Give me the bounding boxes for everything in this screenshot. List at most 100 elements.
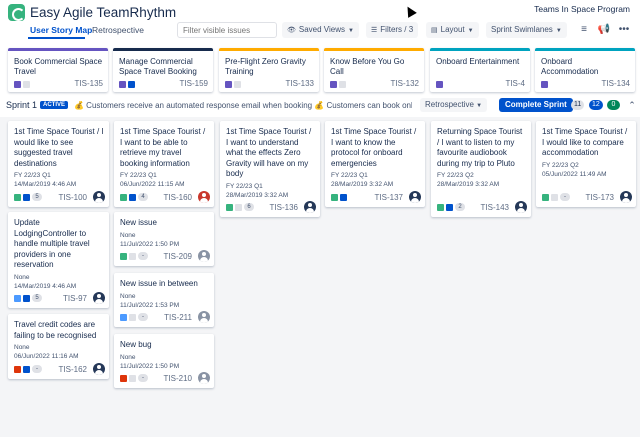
- issue-card[interactable]: Travel credit codes are failing to be re…: [8, 314, 109, 379]
- issue-fix-version: FY 22/23 Q1: [226, 182, 263, 190]
- issue-key[interactable]: TIS-162: [58, 364, 87, 374]
- issue-summary: New issue in between: [120, 279, 198, 288]
- swimlanes-button[interactable]: Sprint Swimlanes ▼: [486, 22, 567, 38]
- issue-card[interactable]: 1st Time Space Tourist / I want to under…: [220, 121, 320, 217]
- sprint-goal: 💰 Customers receive an automated respons…: [74, 101, 412, 110]
- assignee-avatar[interactable]: [409, 191, 421, 203]
- issue-card[interactable]: New issue None 11/Jul/2022 1:50 PM - TIS…: [114, 212, 214, 266]
- issue-date: 11/Jul/2022 1:50 PM: [120, 362, 180, 370]
- epic-title: Onboard Accommodation: [541, 57, 599, 76]
- bug-type-icon: [120, 374, 127, 382]
- issue-summary: New issue: [120, 218, 157, 227]
- estimate-badge: -: [138, 252, 148, 260]
- issue-key[interactable]: TIS-211: [164, 312, 192, 322]
- saved-views-label: Saved Views: [298, 25, 345, 34]
- tab-user-story-map[interactable]: User Story Map: [30, 25, 93, 35]
- epic-type-icon: [330, 81, 337, 88]
- story-map-board: 1st Time Space Tourist / I would like to…: [0, 117, 640, 437]
- sprint-header: Sprint 1 ACTIVE 💰 Customers receive an a…: [0, 97, 640, 115]
- epic-card[interactable]: Pre-Flight Zero Gravity Training TIS-133: [219, 48, 319, 92]
- assignee-avatar[interactable]: [304, 201, 316, 213]
- story-type-icon: [542, 193, 549, 201]
- more-icon[interactable]: •••: [618, 24, 630, 35]
- epic-card[interactable]: Know Before You Go Call TIS-132: [324, 48, 424, 92]
- priority-icon: [23, 294, 30, 302]
- estimate-badge: -: [560, 193, 570, 201]
- epic-card[interactable]: Onboard Accommodation TIS-134: [535, 48, 635, 92]
- retrospective-dropdown[interactable]: Retrospective ▼: [420, 98, 488, 112]
- project-name[interactable]: Teams In Space Program: [534, 4, 630, 14]
- layout-icon: ▤: [431, 27, 438, 34]
- megaphone-icon[interactable]: 📢: [597, 24, 611, 35]
- issue-key[interactable]: TIS-143: [480, 202, 509, 212]
- issue-summary: New bug: [120, 340, 152, 349]
- epic-card[interactable]: Onboard Entertainment TIS-4: [430, 48, 530, 92]
- card-footer: 5 TIS-100: [14, 191, 105, 203]
- assignee-avatar[interactable]: [198, 250, 210, 262]
- assignee-avatar[interactable]: [93, 292, 105, 304]
- card-footer: 2 TIS-143: [437, 201, 527, 213]
- issue-card[interactable]: New issue in between None 11/Jul/2022 1:…: [114, 273, 214, 327]
- issue-card[interactable]: 1st Time Space Tourist / I would like to…: [8, 121, 109, 207]
- issue-key[interactable]: TIS-137: [374, 192, 403, 202]
- estimate-badge: -: [32, 365, 42, 373]
- issue-card[interactable]: New bug None 11/Jul/2022 1:50 PM - TIS-2…: [114, 334, 214, 388]
- issue-summary: Returning Space Tourist / I want to list…: [437, 127, 523, 168]
- estimate-badge: -: [138, 313, 148, 321]
- issue-card[interactable]: 1st Time Space Tourist / I want to be ab…: [114, 121, 214, 207]
- assignee-avatar[interactable]: [515, 201, 527, 213]
- filters-button[interactable]: ☰ Filters / 3: [366, 22, 419, 38]
- issue-key[interactable]: TIS-209: [163, 251, 192, 261]
- assignee-avatar[interactable]: [93, 191, 105, 203]
- priority-icon: [446, 203, 453, 211]
- layout-button[interactable]: ▤ Layout ▼: [426, 22, 479, 38]
- issue-summary: Travel credit codes are failing to be re…: [14, 320, 97, 340]
- epic-card[interactable]: Manage Commercial Space Travel Booking T…: [113, 48, 213, 92]
- issue-key[interactable]: TIS-100: [58, 192, 87, 202]
- issue-fix-version: FY 22/23 Q2: [437, 172, 474, 179]
- saved-views-button[interactable]: 👁 Saved Views ▼: [282, 22, 359, 38]
- epic-type-icon: [14, 81, 21, 88]
- issue-key[interactable]: TIS-173: [585, 192, 614, 202]
- status-icon: [339, 81, 346, 88]
- collapse-icon[interactable]: ⌃: [628, 100, 636, 110]
- filter-issues-input[interactable]: [177, 22, 277, 38]
- issue-date: 28/Mar/2019 3:32 AM: [437, 181, 500, 188]
- chevron-down-icon: ▼: [348, 28, 354, 34]
- assignee-avatar[interactable]: [198, 372, 210, 384]
- filters-label: Filters / 3: [380, 25, 414, 34]
- issue-key[interactable]: TIS-160: [163, 192, 192, 202]
- complete-sprint-button[interactable]: Complete Sprint: [499, 98, 573, 112]
- issue-card[interactable]: 1st Time Space Tourist / I want to know …: [325, 121, 425, 207]
- assignee-avatar[interactable]: [198, 311, 210, 323]
- retrospective-label: Retrospective: [425, 100, 474, 109]
- issue-card[interactable]: Update LodgingController to handle multi…: [8, 212, 109, 308]
- assignee-avatar[interactable]: [620, 191, 632, 203]
- epic-card[interactable]: Book Commercial Space Travel TIS-135: [8, 48, 108, 92]
- issue-key[interactable]: TIS-210: [163, 373, 192, 383]
- epic-type-icon: [436, 81, 443, 88]
- issue-key[interactable]: TIS-136: [269, 202, 298, 212]
- issue-date: 11/Jul/2022 1:50 PM: [120, 240, 180, 248]
- issue-fix-version: None: [120, 231, 136, 239]
- rows-icon[interactable]: ≡: [581, 24, 587, 35]
- status-icon: [234, 81, 241, 88]
- issue-key[interactable]: TIS-97: [62, 293, 87, 303]
- issue-fix-version: FY 22/23 Q1: [331, 172, 368, 179]
- tab-retrospective[interactable]: Retrospective: [92, 25, 144, 35]
- issue-fix-version: None: [14, 273, 30, 281]
- issue-card[interactable]: Returning Space Tourist / I want to list…: [431, 121, 531, 217]
- issue-card[interactable]: 1st Time Space Tourist / I would like to…: [536, 121, 636, 207]
- story-type-icon: [120, 252, 127, 260]
- issue-fix-version: FY 22/23 Q1: [120, 172, 157, 179]
- epic-key: TIS-135: [74, 79, 103, 88]
- issue-fix-version: FY 22/23 Q1: [14, 172, 51, 179]
- issue-summary: 1st Time Space Tourist / I want to under…: [226, 127, 312, 178]
- assignee-avatar[interactable]: [93, 363, 105, 375]
- estimate-badge: 5: [32, 193, 42, 201]
- priority-icon: [129, 313, 136, 321]
- priority-icon: [235, 203, 242, 211]
- story-type-icon: [120, 193, 127, 201]
- sprint-name[interactable]: Sprint 1: [6, 100, 38, 110]
- assignee-avatar[interactable]: [198, 191, 210, 203]
